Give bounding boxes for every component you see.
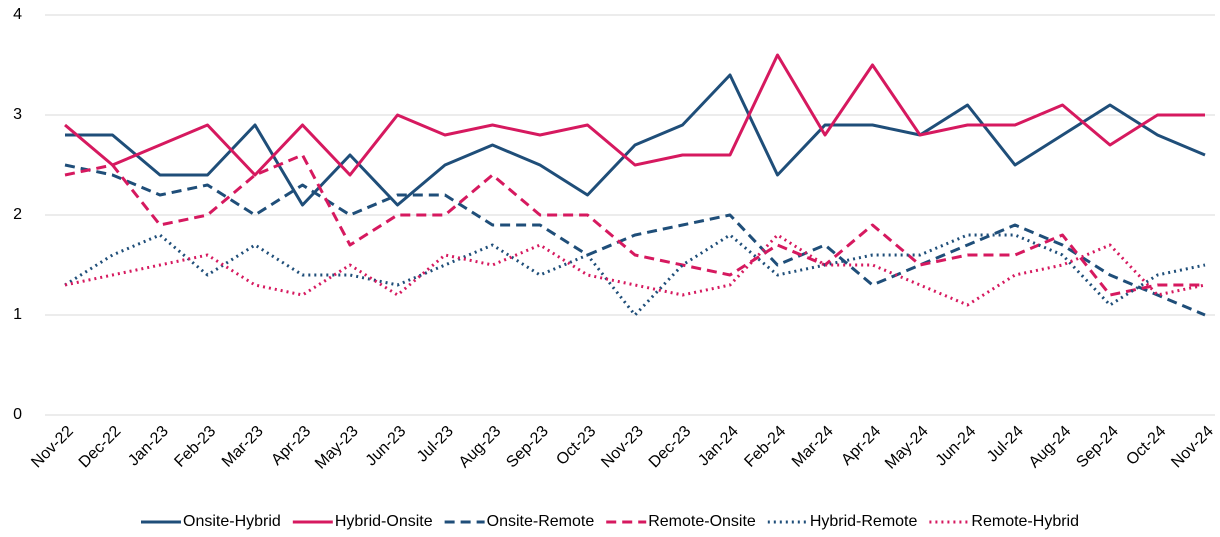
y-tick-label: 1 (13, 306, 22, 323)
x-tick-label: Apr-23 (268, 423, 314, 469)
legend-label: Remote-Onsite (648, 513, 756, 530)
y-tick-label: 4 (13, 6, 22, 23)
x-tick-label: May-24 (882, 423, 932, 473)
x-tick-label: Jul-23 (414, 423, 457, 466)
x-tick-label: Jan-23 (125, 423, 172, 470)
legend-label: Onsite-Hybrid (183, 513, 281, 530)
x-tick-label: Dec-23 (646, 423, 695, 472)
series-line (64, 153, 1205, 297)
x-tick-label: Sep-24 (1073, 423, 1122, 472)
x-tick-label: Apr-24 (838, 423, 884, 469)
legend-label: Remote-Hybrid (971, 513, 1079, 530)
legend-label: Hybrid-Onsite (335, 513, 433, 530)
x-tick-label: Oct-24 (1123, 423, 1169, 469)
x-tick-label: Aug-24 (1026, 423, 1075, 472)
x-tick-label: Feb-24 (741, 423, 789, 471)
x-tick-label: Sep-23 (503, 423, 552, 472)
x-tick-label: Jan-24 (695, 423, 742, 470)
legend-label: Onsite-Remote (487, 513, 595, 530)
series-line (64, 53, 1205, 177)
x-tick-label: Mar-24 (789, 423, 837, 471)
legend-label: Hybrid-Remote (810, 513, 918, 530)
x-tick-label: Jun-23 (363, 423, 410, 470)
y-tick-label: 0 (13, 406, 22, 423)
x-tick-label: Mar-23 (219, 423, 267, 471)
x-tick-label: May-23 (312, 423, 362, 473)
x-tick-label: Nov-23 (598, 423, 647, 472)
x-tick-label: Feb-23 (171, 423, 219, 471)
x-tick-label: Nov-24 (1168, 423, 1217, 472)
series-line (64, 163, 1206, 317)
x-tick-label: Aug-23 (456, 423, 505, 472)
x-tick-label: Oct-23 (553, 423, 599, 469)
x-tick-label: Dec-22 (76, 423, 125, 472)
x-tick-label: Jun-24 (933, 423, 980, 470)
y-tick-label: 2 (13, 206, 22, 223)
series-line (65, 73, 1206, 207)
x-tick-label: Jul-24 (984, 423, 1027, 466)
y-tick-label: 3 (13, 106, 22, 123)
legend: Onsite-Hybrid Hybrid-Onsite Onsite-Remote R… (141, 513, 1079, 530)
x-tick-label: Nov-22 (28, 423, 77, 472)
